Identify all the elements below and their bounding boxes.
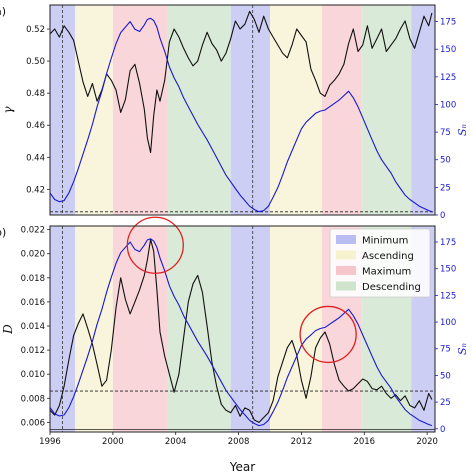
phase-band-maximum (321, 5, 362, 215)
legend: Minimum Ascending Maximum Descending (329, 228, 431, 298)
legend-swatch-minimum (336, 235, 356, 244)
y-tick-label: 0.48 (26, 89, 45, 99)
legend-label-ascending: Ascending (362, 251, 414, 262)
y-axis-label-gamma: γ (1, 106, 15, 114)
y2-tick-label: 50 (440, 371, 451, 381)
y2-tick-label: 75 (440, 345, 451, 355)
y-ticks-right: 0 25 50 75 100 125 150 175 (435, 18, 456, 221)
highlight-circle (126, 216, 184, 274)
series-lines (49, 238, 433, 427)
x-tick-label: 2012 (291, 437, 313, 447)
panel-label-a: a) (0, 5, 6, 18)
y2-tick-label: 150 (440, 265, 456, 275)
y-tick-label: 0.018 (21, 274, 45, 284)
phase-band-descending (361, 5, 412, 215)
y-tick-label: 0.50 (26, 57, 45, 67)
y-tick-label: 0.42 (26, 185, 45, 195)
y2-tick-label: 175 (440, 238, 456, 248)
legend-swatch-descending (336, 281, 356, 291)
x-tick-label: 1996 (39, 437, 61, 447)
y-tick-label: 0.022 (21, 226, 45, 236)
x-tick-label: 2000 (102, 437, 124, 447)
phase-band-minimum (230, 5, 270, 215)
dashed-vertical-lines (62, 5, 254, 215)
x-ticks: 1996 2000 2004 2008 2012 2016 2020 (39, 432, 438, 447)
y-ticks-left: 0.42 0.44 0.46 0.48 0.50 0.52 (26, 25, 50, 195)
legend-swatch-maximum (336, 266, 356, 275)
y2-tick-label: 125 (440, 291, 456, 301)
phase-band-maximum (112, 226, 168, 432)
y-tick-label: 0.008 (21, 394, 45, 404)
panel-b: 0.006 0.008 0.010 0.012 0.014 0.016 0.018 0.020… (0, 216, 469, 474)
metric-line (49, 238, 433, 423)
x-tick-label: 2004 (165, 437, 187, 447)
y-tick-label: 0.52 (26, 25, 45, 35)
series-lines (49, 10, 433, 213)
phase-band-ascending (75, 5, 113, 215)
y2-axis-label-sn: Sₙ (456, 343, 469, 355)
phase-band-ascending (75, 226, 113, 432)
y-tick-label: 0.006 (21, 418, 45, 428)
y2-tick-label: 25 (440, 398, 451, 408)
y-tick-label: 0.016 (21, 298, 45, 308)
y-tick-label: 0.010 (21, 370, 45, 380)
y2-axis-label-sn: Sₙ (456, 124, 469, 136)
y-axis-label-d: D (1, 324, 15, 335)
highlight-circles (126, 216, 357, 364)
y2-tick-label: 50 (440, 156, 451, 166)
phase-band-minimum (230, 226, 270, 432)
plot-frame (49, 225, 436, 433)
y-tick-label: 0.014 (21, 322, 45, 332)
phase-band-ascending (270, 226, 322, 432)
y-tick-label: 0.012 (21, 346, 45, 356)
metric-line (49, 10, 433, 154)
x-tick-label: 2008 (228, 437, 250, 447)
y2-tick-label: 100 (440, 318, 456, 328)
panel-label-b: b) (0, 226, 6, 239)
highlight-circle (299, 305, 357, 364)
y-tick-label: 0.020 (21, 250, 45, 260)
y2-tick-label: 0 (440, 425, 445, 435)
legend-box (329, 228, 431, 298)
y-ticks-left: 0.006 0.008 0.010 0.012 0.014 0.016 0.018 0.020… (21, 226, 50, 428)
x-tick-label: 2016 (353, 437, 375, 447)
plot-frame (49, 4, 436, 216)
y-ticks-right: 0 25 50 75 100 125 150 175 (435, 238, 456, 435)
y-tick-label: 0.46 (26, 121, 45, 131)
x-axis-label: Year (229, 460, 255, 474)
phase-band-minimum (411, 5, 435, 215)
y2-tick-label: 175 (440, 18, 456, 28)
legend-label-descending: Descending (362, 282, 421, 293)
y2-tick-label: 125 (440, 73, 456, 83)
sunspot-number-line (49, 238, 433, 427)
phase-band-descending (167, 226, 231, 432)
phase-band-descending (167, 5, 231, 215)
dashed-vertical-lines (62, 226, 254, 432)
legend-label-minimum: Minimum (362, 236, 408, 247)
y2-tick-label: 150 (440, 45, 456, 55)
sunspot-number-line (49, 17, 433, 213)
x-tick-label: 2020 (416, 437, 438, 447)
phase-bands (50, 5, 435, 215)
panel-a: 0.42 0.44 0.46 0.48 0.50 0.52 0 25 50 75 100 125 15… (0, 4, 469, 221)
y2-tick-label: 0 (440, 211, 445, 221)
y2-tick-label: 100 (440, 100, 456, 110)
phase-band-ascending (270, 5, 322, 215)
horizontal-reference-lines (50, 390, 435, 430)
legend-swatch-ascending (336, 250, 356, 260)
legend-label-maximum: Maximum (362, 267, 411, 278)
y2-tick-label: 25 (440, 183, 451, 193)
y-tick-label: 0.44 (26, 153, 45, 163)
y2-tick-label: 75 (440, 128, 451, 138)
